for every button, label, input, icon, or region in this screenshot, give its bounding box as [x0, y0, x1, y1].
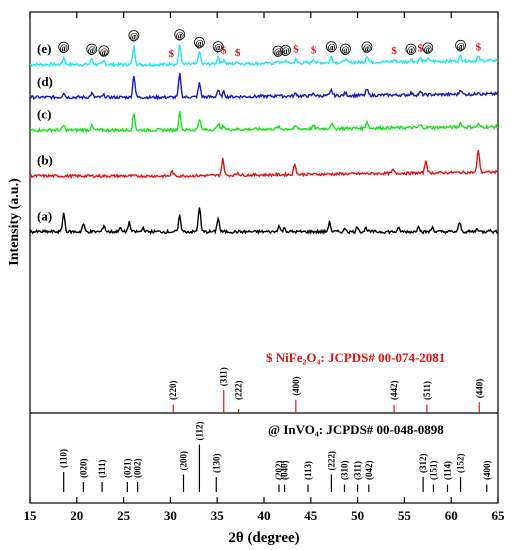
series-line [29, 111, 499, 134]
hkl-label: (111) [97, 459, 107, 478]
series-line [29, 149, 499, 180]
marker-ring [212, 41, 224, 53]
phase-marker: @ [60, 43, 68, 53]
marker-ring [280, 44, 291, 56]
phase-marker: $ [476, 41, 482, 53]
phase-marker: $ [169, 48, 175, 60]
hkl-label: (002) [133, 459, 143, 479]
series-label: (c) [37, 107, 51, 122]
hkl-label: (440) [474, 379, 484, 399]
x-tick-label: 45 [304, 508, 318, 523]
marker-ring [58, 41, 70, 53]
hkl-label: (222) [234, 381, 244, 401]
phase-marker: @ [100, 47, 108, 57]
hkl-label: (222) [326, 451, 336, 471]
hkl-label: (442) [389, 381, 399, 401]
x-tick-label: 65 [492, 508, 506, 523]
marker-ring [272, 45, 284, 57]
series-line [29, 44, 499, 68]
hkl-label: (311) [219, 367, 229, 386]
x-tick-label: 15 [24, 508, 38, 523]
marker-ring [325, 41, 337, 53]
hkl-label: (042) [364, 461, 374, 481]
hkl-label: (310) [339, 461, 349, 481]
phase-marker: @ [407, 45, 415, 55]
invo4-reference-label: @ InVO₄: JCPDS# 00-048-0898 [268, 422, 444, 437]
phase-marker: $ [418, 43, 424, 55]
marker-ring [86, 43, 98, 55]
phase-marker: @ [274, 47, 282, 57]
x-tick-label: 50 [351, 508, 364, 523]
hkl-label: (113) [303, 461, 313, 480]
hkl-label: (021) [122, 459, 132, 479]
marker-ring [340, 43, 351, 55]
series-line [29, 72, 499, 101]
marker-ring [98, 45, 110, 57]
hkl-label: (202) [274, 461, 284, 481]
phase-marker: @ [214, 43, 222, 53]
x-tick-label: 30 [164, 508, 177, 523]
phase-marker: @ [195, 38, 203, 48]
x-tick-label: 35 [211, 508, 225, 523]
hkl-label: (511) [422, 381, 432, 400]
phase-marker: $ [391, 45, 397, 57]
x-axis-label: 2θ (degree) [228, 530, 299, 546]
hkl-label: (200) [179, 451, 189, 471]
phase-marker: $ [221, 45, 227, 57]
series-label: (a) [37, 208, 52, 223]
phase-marker: @ [88, 45, 96, 55]
marker-ring [405, 43, 417, 55]
hkl-label: (312) [418, 454, 428, 474]
phase-marker: @ [363, 43, 371, 53]
phase-marker: $ [293, 44, 299, 56]
series-label: (b) [37, 153, 53, 168]
phase-marker: @ [176, 31, 184, 41]
series-label: (e) [37, 41, 51, 56]
phase-marker: $ [311, 45, 317, 57]
hkl-label: (114) [442, 461, 452, 480]
y-axis-label: Intensity (a.u.) [7, 178, 22, 266]
hkl-label: (400) [291, 376, 301, 396]
hkl-label: (311) [353, 461, 363, 480]
marker-ring [174, 29, 186, 41]
x-tick-label: 40 [258, 508, 271, 523]
phase-marker: $ [235, 47, 241, 59]
hkl-label: (110) [59, 449, 69, 468]
x-tick-label: 60 [445, 508, 458, 523]
marker-ring [422, 42, 434, 54]
x-tick-label: 55 [398, 508, 412, 523]
marker-ring [455, 39, 466, 51]
phase-marker: @ [424, 44, 432, 54]
phase-marker: @ [281, 46, 289, 56]
phase-marker: @ [341, 45, 349, 55]
hkl-label: (151) [428, 461, 438, 481]
marker-ring [361, 41, 373, 53]
phase-marker: @ [130, 31, 138, 41]
series-line [29, 207, 499, 235]
x-tick-label: 25 [117, 508, 131, 523]
x-tick-label: 20 [70, 508, 83, 523]
hkl-label: (040) [280, 461, 290, 481]
nife2o4-reference-label: $ NiFe₂O₄: JCPDS# 00-074-2081 [266, 350, 445, 365]
hkl-label: (020) [78, 459, 88, 479]
hkl-label: (152) [456, 454, 466, 474]
hkl-label: (220) [168, 381, 178, 401]
hkl-label: (400) [482, 461, 492, 481]
phase-marker: @ [327, 43, 335, 53]
series-label: (d) [37, 74, 53, 89]
marker-ring [128, 30, 140, 41]
hkl-label: (130) [211, 454, 221, 474]
phase-marker: @ [456, 41, 464, 51]
marker-ring [194, 36, 205, 48]
hkl-label: (112) [194, 421, 204, 440]
